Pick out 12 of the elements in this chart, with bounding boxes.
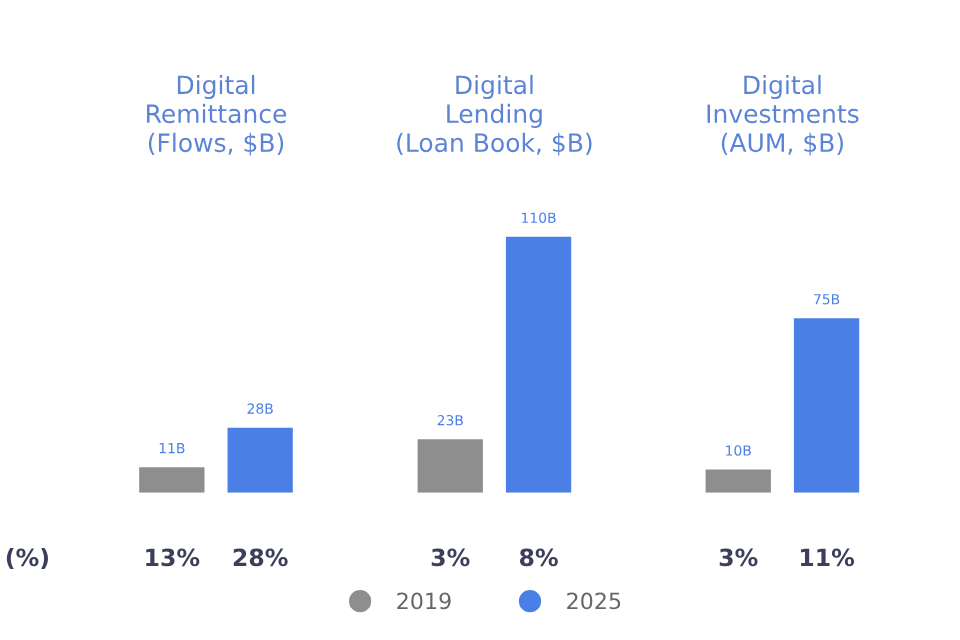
text: 3% bbox=[719, 548, 758, 567]
chart-title: Digital Lending (Loan Book, $B) bbox=[397, 74, 592, 156]
chart-title: Digital Remittance (Flows, $B) bbox=[147, 74, 287, 156]
legend-label: 2025 bbox=[567, 592, 621, 610]
legend-label: 2019 bbox=[397, 592, 451, 610]
text: 3% bbox=[431, 548, 470, 567]
text: 13% bbox=[146, 548, 200, 567]
text: 8% bbox=[519, 548, 558, 567]
text: 11% bbox=[800, 548, 855, 567]
text: (%) bbox=[6, 548, 49, 570]
text: 28% bbox=[233, 548, 288, 567]
chart-title: Digital Investments (AUM, $B) bbox=[707, 74, 859, 156]
